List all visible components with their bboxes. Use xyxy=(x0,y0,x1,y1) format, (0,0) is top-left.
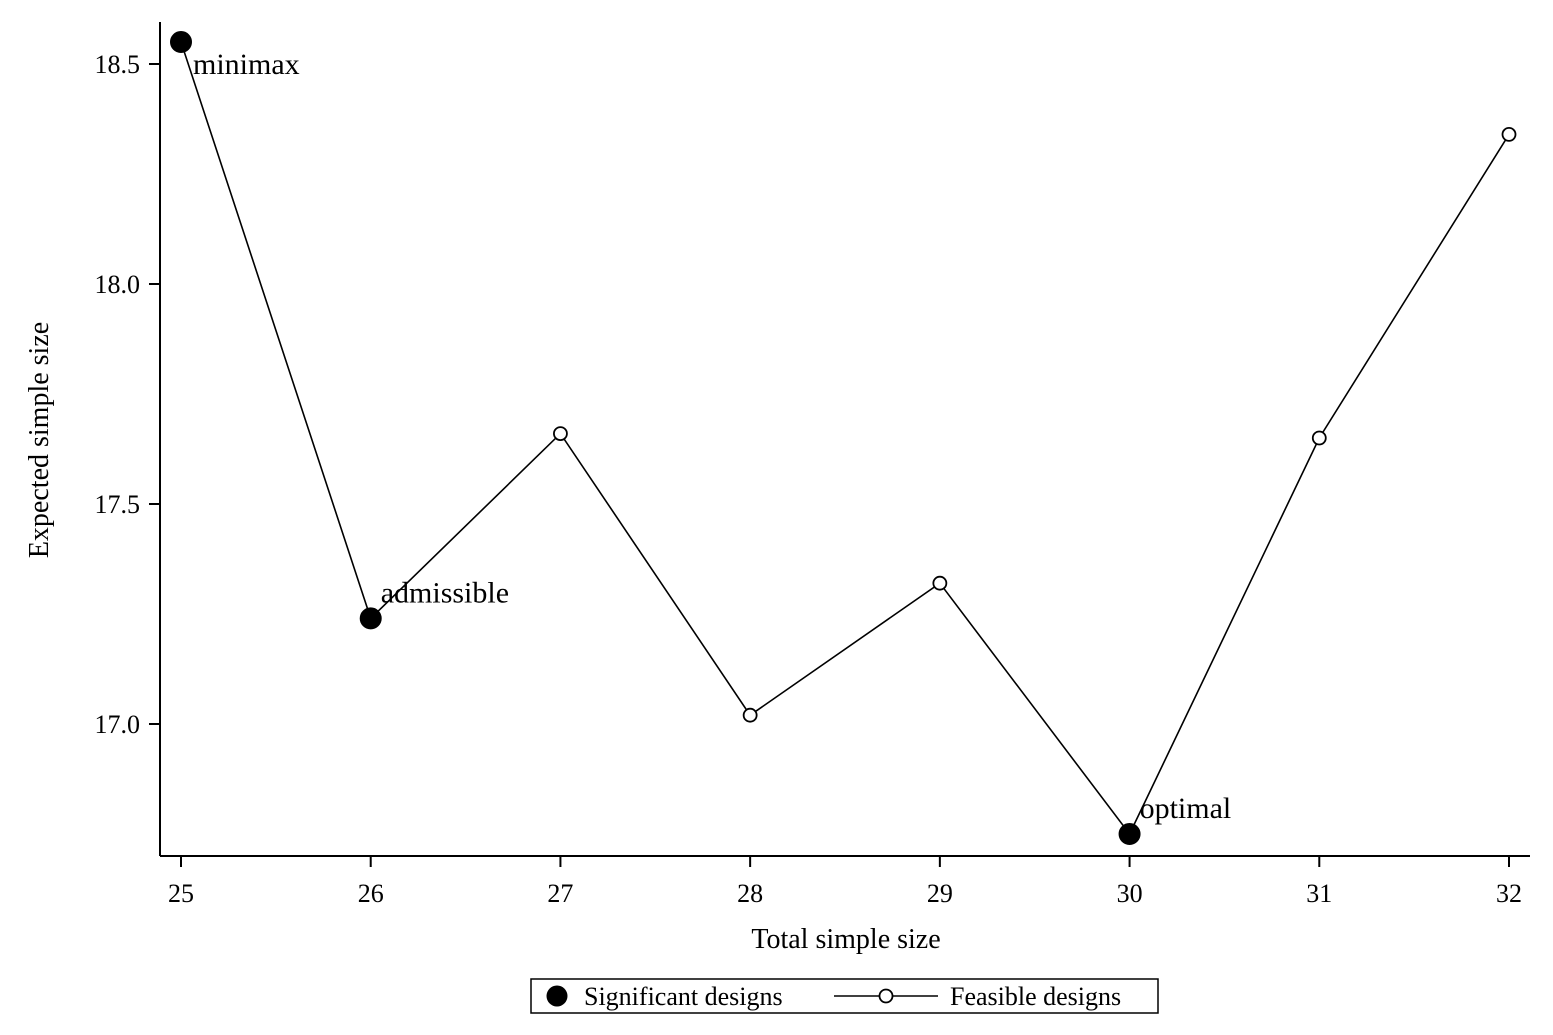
legend-feasible-marker xyxy=(878,988,894,1004)
y-tick-label: 18.0 xyxy=(95,270,141,299)
feasible-design-point xyxy=(932,575,948,591)
x-tick-label: 31 xyxy=(1306,879,1332,908)
x-axis-title: Total simple size xyxy=(751,924,940,955)
x-tick-label: 32 xyxy=(1496,879,1522,908)
point-label-minimax: minimax xyxy=(193,48,300,81)
point-label-optimal: optimal xyxy=(1140,792,1232,825)
feasible-designs-line xyxy=(180,41,1510,836)
axes xyxy=(159,22,1530,857)
significant-design-point xyxy=(1118,823,1141,845)
legend-significant-label: Significant designs xyxy=(584,982,783,1011)
legend-significant-marker xyxy=(546,985,568,1007)
tick-marks: 25 26 27 28 29 30 31 32 17.0 17.5 18.0 18.5 xyxy=(95,50,1523,908)
significant-design-point xyxy=(359,607,382,630)
y-tick-label: 17.0 xyxy=(95,710,141,739)
x-tick-label: 27 xyxy=(547,879,573,908)
feasible-design-point xyxy=(1311,430,1327,446)
feasible-design-point xyxy=(742,707,758,723)
feasible-design-point xyxy=(553,426,568,442)
data-points xyxy=(170,31,1517,845)
x-tick-label: 28 xyxy=(737,879,763,908)
legend: Significant designs Feasible designs xyxy=(530,978,1159,1014)
significant-design-point xyxy=(170,31,192,53)
y-tick-label: 17.5 xyxy=(95,490,141,519)
y-axis-title: Expected simple size xyxy=(24,322,55,558)
series-lines xyxy=(180,41,1510,836)
x-tick-label: 30 xyxy=(1117,879,1143,908)
x-tick-label: 29 xyxy=(927,879,953,908)
y-tick-label: 18.5 xyxy=(95,50,141,79)
point-label-admissible: admissible xyxy=(381,576,509,609)
x-tick-label: 26 xyxy=(358,879,384,908)
x-tick-label: 25 xyxy=(168,879,194,908)
feasible-design-point xyxy=(1501,126,1517,142)
point-annotations: minimax admissible optimal xyxy=(193,48,1231,825)
legend-feasible-label: Feasible designs xyxy=(950,982,1121,1011)
